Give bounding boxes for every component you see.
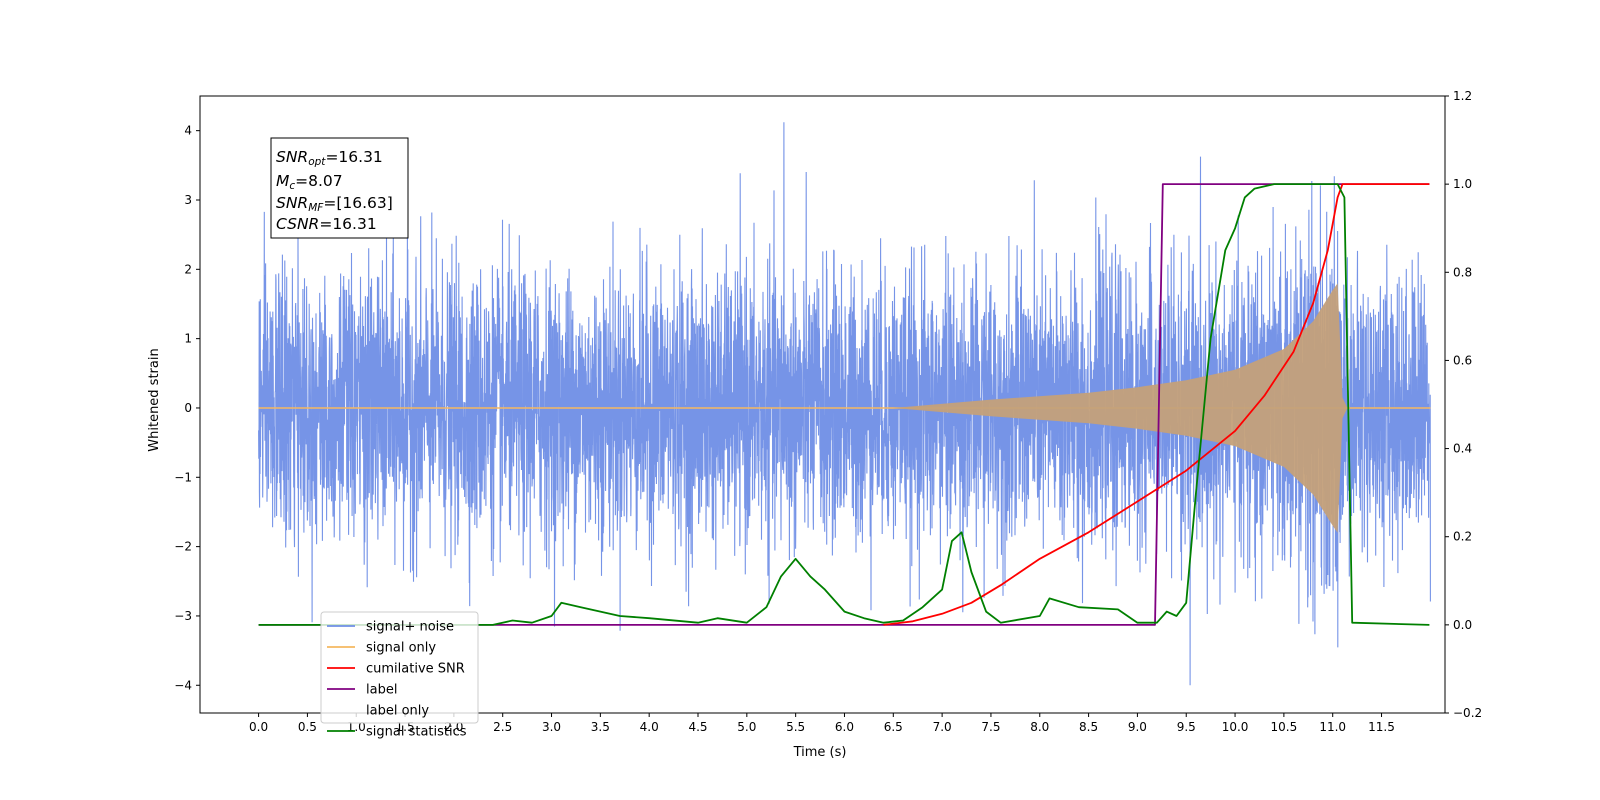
x-tick-label: 0.0	[249, 720, 268, 734]
y-left-tick-label: −4	[174, 678, 192, 692]
plot-frame	[199, 95, 1446, 714]
x-tick-label: 6.0	[835, 720, 854, 734]
y-left-tick-label: −2	[174, 540, 192, 554]
series-signal-only-envelope	[893, 283, 1348, 533]
legend: signal+ noise signal only cumilative SNR la…	[320, 611, 479, 740]
y-right-tick-label: 0.6	[1453, 353, 1472, 367]
legend-label: signal only	[366, 641, 436, 656]
legend-frame	[320, 611, 479, 724]
y-left-tick-label: −3	[174, 609, 192, 623]
x-tick-label: 2.5	[493, 720, 512, 734]
y-right-tick-label: −0.2	[1453, 706, 1482, 720]
x-tick-label: 9.5	[1177, 720, 1196, 734]
x-tick-label: 0.5	[298, 720, 317, 734]
annotation-frame	[270, 137, 409, 239]
x-tick-label: 4.5	[688, 720, 707, 734]
x-tick-label: 6.5	[884, 720, 903, 734]
x-tick-label: 3.0	[542, 720, 561, 734]
legend-label: signal statistics	[366, 725, 467, 740]
y-left-tick-label: −1	[174, 470, 192, 484]
series-signal-statistics-line	[258, 183, 1430, 626]
x-tick-label: 3.5	[591, 720, 610, 734]
x-tick-label: 8.5	[1079, 720, 1098, 734]
y-left-tick-label: 3	[184, 193, 192, 207]
annotation-mc: Mc=8.07	[276, 172, 343, 192]
series-cumulative-snr-line	[883, 183, 1430, 626]
x-axis: 0.0 0.5 1.0 1.5 2.0 2.5 3.0 3.5 4.0 4.5 5.0 5.5 6.0 6…	[249, 713, 1395, 734]
x-tick-label: 10.5	[1271, 720, 1298, 734]
x-tick-label: 9.0	[1128, 720, 1147, 734]
legend-label: label	[366, 683, 397, 698]
y-axis-left: −4 −3 −2 −1 0 1 2 3 4	[174, 124, 200, 692]
y-axis-left-label: Whitened strain	[147, 348, 162, 451]
legend-label: label only	[366, 704, 429, 719]
annotation-box: SNRopt=16.31 Mc=8.07 SNRMF=[16.63] CSNR=…	[270, 137, 409, 239]
y-left-tick-label: 0	[184, 401, 192, 415]
y-right-tick-label: 1.2	[1453, 89, 1472, 103]
x-tick-label: 5.0	[737, 720, 756, 734]
annotation-snr-mf: SNRMF=[16.63]	[276, 194, 393, 214]
y-right-tick-label: 0.8	[1453, 265, 1472, 279]
x-tick-label: 4.0	[640, 720, 659, 734]
legend-label: signal+ noise	[366, 620, 454, 635]
x-tick-label: 8.0	[1030, 720, 1049, 734]
y-right-tick-label: 1.0	[1453, 177, 1472, 191]
x-axis-label: Time (s)	[793, 745, 847, 760]
y-right-tick-label: 0.0	[1453, 618, 1472, 632]
x-tick-label: 11.5	[1368, 720, 1395, 734]
x-tick-label: 7.0	[933, 720, 952, 734]
x-tick-label: 10.0	[1222, 720, 1249, 734]
annotation-snr-opt: SNRopt=16.31	[276, 148, 383, 168]
y-left-tick-label: 4	[184, 124, 192, 138]
y-right-tick-label: 0.4	[1453, 442, 1472, 456]
y-left-tick-label: 2	[184, 262, 192, 276]
plot-area	[199, 95, 1446, 714]
x-tick-label: 11.0	[1319, 720, 1346, 734]
annotation-csnr: CSNR=16.31	[276, 215, 377, 233]
y-right-tick-label: 0.2	[1453, 530, 1472, 544]
series-signal-plus-noise-line	[258, 122, 1431, 686]
x-tick-label: 5.5	[786, 720, 805, 734]
x-tick-label: 7.5	[981, 720, 1000, 734]
y-left-tick-label: 1	[184, 332, 192, 346]
legend-label: cumilative SNR	[366, 662, 465, 677]
y-axis-right: −0.2 0.0 0.2 0.4 0.6 0.8 1.0 1.2	[1445, 89, 1482, 720]
